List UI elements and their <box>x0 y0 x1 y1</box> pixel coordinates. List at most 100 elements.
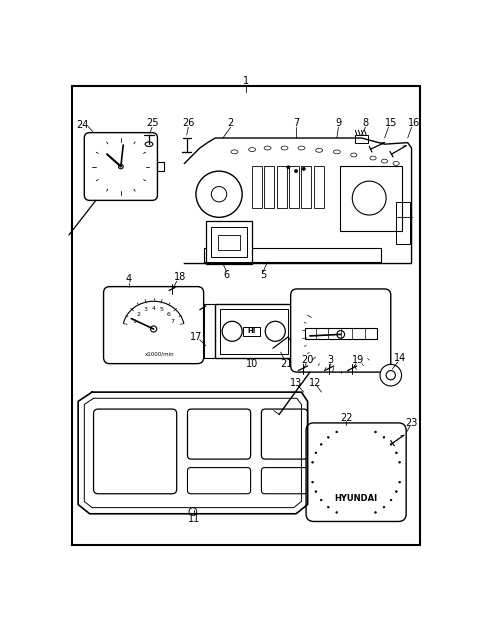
Bar <box>243 327 260 336</box>
FancyBboxPatch shape <box>291 289 391 372</box>
Text: 20: 20 <box>301 355 314 365</box>
Text: 16: 16 <box>408 117 420 128</box>
Bar <box>340 166 402 231</box>
Text: 6: 6 <box>167 312 170 317</box>
Circle shape <box>189 507 197 515</box>
Bar <box>211 227 247 256</box>
FancyBboxPatch shape <box>188 409 251 459</box>
Text: 22: 22 <box>340 412 352 422</box>
Circle shape <box>399 461 401 463</box>
Text: 8: 8 <box>362 117 369 128</box>
Circle shape <box>380 364 402 386</box>
Text: 2: 2 <box>136 312 140 317</box>
Text: 23: 23 <box>406 418 418 428</box>
Circle shape <box>327 436 329 438</box>
Text: 21: 21 <box>280 359 292 369</box>
Ellipse shape <box>264 146 271 150</box>
Bar <box>304 328 377 339</box>
Circle shape <box>396 490 397 492</box>
Bar <box>206 221 252 263</box>
FancyBboxPatch shape <box>262 467 308 494</box>
Text: 5: 5 <box>159 307 163 312</box>
Text: HI: HI <box>247 328 255 334</box>
Bar <box>215 305 292 358</box>
Ellipse shape <box>281 146 288 150</box>
Bar <box>204 248 381 262</box>
Circle shape <box>287 166 290 169</box>
Text: 17: 17 <box>190 332 202 342</box>
Bar <box>301 166 312 208</box>
Text: 5: 5 <box>260 270 266 280</box>
Bar <box>314 166 324 208</box>
Circle shape <box>374 431 376 433</box>
FancyBboxPatch shape <box>94 409 177 494</box>
Text: 18: 18 <box>174 271 187 281</box>
FancyBboxPatch shape <box>262 409 308 459</box>
Circle shape <box>315 452 317 454</box>
Bar <box>252 166 262 208</box>
Circle shape <box>312 461 313 463</box>
Bar <box>220 309 288 354</box>
Text: 3: 3 <box>143 308 147 313</box>
Circle shape <box>119 164 123 169</box>
Ellipse shape <box>370 156 376 160</box>
Ellipse shape <box>145 142 153 147</box>
Text: 24: 24 <box>77 120 89 130</box>
Text: 14: 14 <box>394 353 406 363</box>
Circle shape <box>312 481 313 483</box>
Text: 10: 10 <box>246 359 258 369</box>
FancyBboxPatch shape <box>84 133 157 200</box>
Text: HYUNDAI: HYUNDAI <box>335 494 378 503</box>
Ellipse shape <box>382 159 388 163</box>
Text: 9: 9 <box>336 117 341 128</box>
Circle shape <box>336 431 337 433</box>
FancyBboxPatch shape <box>104 286 204 364</box>
Text: 2: 2 <box>228 117 234 128</box>
Text: 7: 7 <box>293 117 299 128</box>
Circle shape <box>383 506 385 508</box>
Ellipse shape <box>351 153 357 157</box>
FancyBboxPatch shape <box>188 467 251 494</box>
Ellipse shape <box>334 150 340 154</box>
Circle shape <box>352 181 386 215</box>
Circle shape <box>265 321 285 341</box>
Bar <box>218 235 240 250</box>
Bar <box>289 166 299 208</box>
Ellipse shape <box>393 162 399 165</box>
Circle shape <box>386 371 396 380</box>
Text: 7: 7 <box>171 319 175 324</box>
Circle shape <box>383 436 385 438</box>
Ellipse shape <box>231 150 238 154</box>
Circle shape <box>327 506 329 508</box>
Circle shape <box>320 444 322 446</box>
Circle shape <box>399 481 401 483</box>
Circle shape <box>315 490 317 492</box>
Bar <box>396 202 410 244</box>
Ellipse shape <box>249 148 256 152</box>
Circle shape <box>396 452 397 454</box>
Text: 1: 1 <box>243 76 249 86</box>
Text: 4: 4 <box>126 274 132 284</box>
Text: 4: 4 <box>151 306 155 311</box>
Circle shape <box>151 326 156 332</box>
Text: 15: 15 <box>384 117 397 128</box>
Circle shape <box>337 331 345 338</box>
Text: 11: 11 <box>188 514 200 524</box>
Ellipse shape <box>298 146 305 150</box>
Text: 12: 12 <box>309 378 322 388</box>
FancyBboxPatch shape <box>306 423 406 522</box>
Circle shape <box>390 499 392 501</box>
Text: 3: 3 <box>328 355 334 365</box>
Bar <box>157 162 164 171</box>
Text: 19: 19 <box>351 355 364 365</box>
Circle shape <box>336 512 337 514</box>
Circle shape <box>211 187 227 202</box>
Text: 13: 13 <box>290 378 302 388</box>
Text: 25: 25 <box>146 117 158 128</box>
Bar <box>355 135 368 143</box>
Text: 26: 26 <box>182 117 194 128</box>
Bar <box>264 166 275 208</box>
Circle shape <box>302 167 305 170</box>
Circle shape <box>222 321 242 341</box>
Circle shape <box>374 512 376 514</box>
